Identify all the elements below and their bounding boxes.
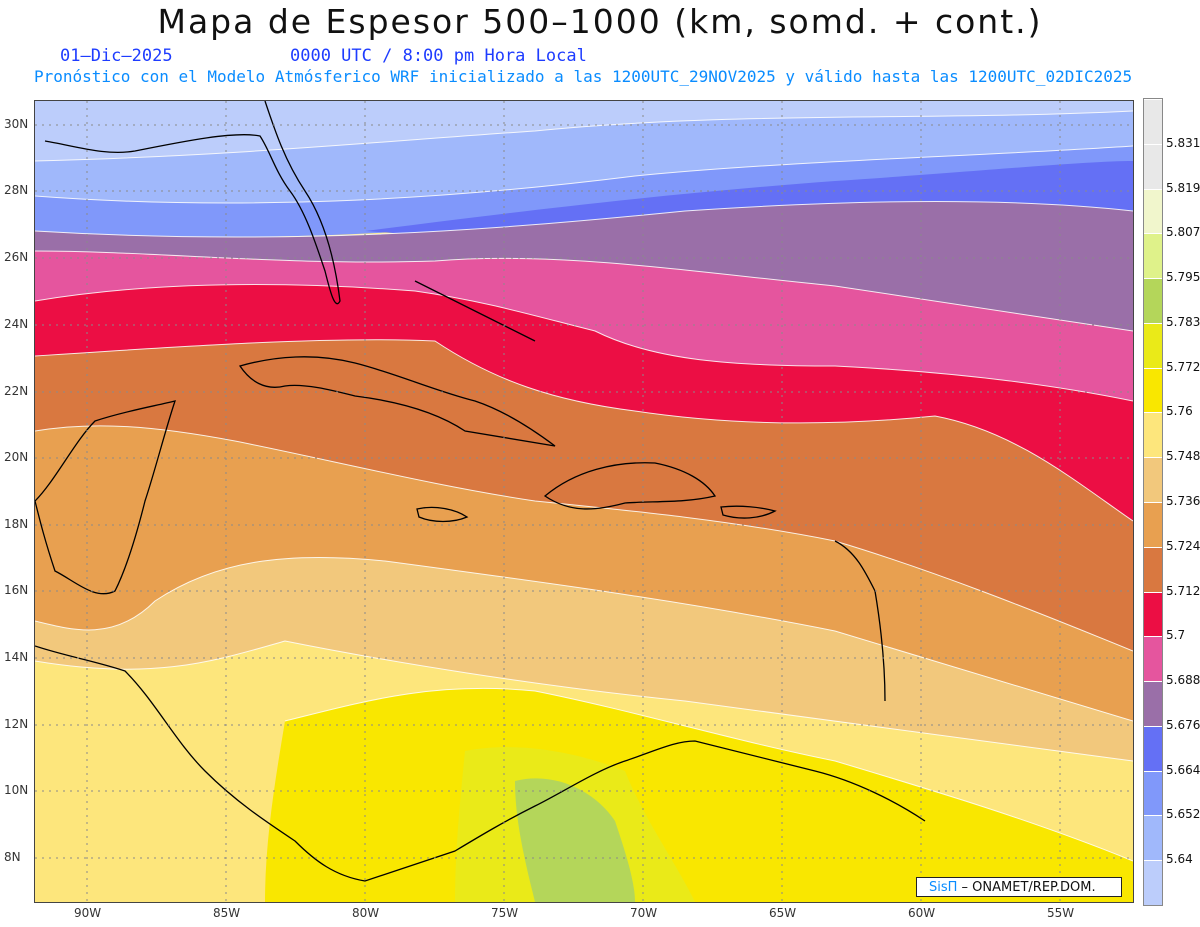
lon-label-80w: 80W bbox=[352, 906, 380, 920]
colorbar-swatch bbox=[1144, 233, 1162, 279]
colorbar-swatch bbox=[1144, 412, 1162, 458]
colorbar-label: 5.76 bbox=[1166, 404, 1193, 419]
colorbar-label: 5.795 bbox=[1166, 270, 1200, 285]
band-5.712 bbox=[35, 339, 1133, 651]
lat-label-10n: 10N bbox=[4, 783, 29, 797]
colorbar-label: 5.7 bbox=[1166, 628, 1186, 643]
grid-lines bbox=[35, 101, 1133, 902]
forecast-description: Pronóstico con el Modelo Atmósferico WRF… bbox=[34, 67, 1133, 86]
colorbar-swatch bbox=[1144, 546, 1162, 592]
lat-label-24n: 24N bbox=[4, 317, 29, 331]
band-5.652 bbox=[35, 111, 1133, 204]
band-5.724 bbox=[35, 425, 1133, 721]
colorbar-swatch bbox=[1144, 457, 1162, 502]
lat-label-28n: 28N bbox=[4, 183, 29, 197]
lon-label-75w: 75W bbox=[491, 906, 519, 920]
lon-label-60w: 60W bbox=[908, 906, 936, 920]
hispaniola-coast bbox=[543, 462, 717, 510]
florida-coast bbox=[44, 101, 341, 305]
colorbar-swatch bbox=[1144, 188, 1162, 234]
bahamas bbox=[414, 280, 536, 342]
lat-label-18n: 18N bbox=[4, 517, 29, 531]
yucatan-coast bbox=[35, 400, 176, 595]
colorbar-swatch bbox=[1144, 636, 1162, 682]
puerto-rico-coast bbox=[720, 505, 777, 519]
colorbar-swatch bbox=[1144, 98, 1162, 144]
map-canvas bbox=[35, 101, 1133, 902]
cuba-coast bbox=[238, 356, 556, 447]
lat-label-26n: 26N bbox=[4, 250, 29, 264]
credit-org: – ONAMET/REP.DOM. bbox=[957, 880, 1096, 895]
band-5.7 bbox=[35, 284, 1133, 521]
colorbar-swatch bbox=[1144, 278, 1162, 323]
colorbar-label: 5.819 bbox=[1166, 180, 1200, 195]
lon-label-70w: 70W bbox=[630, 906, 658, 920]
lat-label-20n: 20N bbox=[4, 450, 29, 464]
jamaica-coast bbox=[416, 506, 469, 523]
band-5.64 bbox=[35, 101, 1133, 161]
lat-label-30n: 30N bbox=[4, 117, 29, 131]
band-5.676 bbox=[35, 201, 1133, 331]
time-label: 0000 UTC / 8:00 pm Hora Local bbox=[290, 46, 587, 66]
lat-label-12n: 12N bbox=[4, 717, 29, 731]
lat-label-16n: 16N bbox=[4, 583, 29, 597]
colorbar-label: 5.688 bbox=[1166, 673, 1200, 688]
colorbar-label: 5.736 bbox=[1166, 494, 1200, 508]
date-label: 01–Dic–2025 bbox=[60, 46, 173, 66]
lat-label-14n: 14N bbox=[4, 650, 29, 664]
colorbar-label: 5.772 bbox=[1166, 359, 1200, 374]
lon-label-65w: 65W bbox=[769, 906, 797, 920]
map-title: Mapa de Espesor 500–1000 (km, somd. + co… bbox=[157, 2, 1043, 41]
colorbar-label: 5.807 bbox=[1166, 225, 1200, 240]
band-5.736 bbox=[35, 557, 1133, 761]
colorbar-swatch bbox=[1144, 501, 1162, 547]
colorbar-label: 5.724 bbox=[1166, 538, 1200, 553]
band-5.688 bbox=[35, 251, 1133, 401]
thickness-map bbox=[34, 100, 1134, 903]
colorbar-swatch bbox=[1144, 860, 1162, 905]
colorbar-swatch bbox=[1144, 815, 1162, 861]
band-5.795 bbox=[515, 778, 635, 902]
colorbar-label: 5.664 bbox=[1166, 762, 1200, 777]
colorbar-label: 5.831 bbox=[1166, 135, 1200, 150]
lat-label-22n: 22N bbox=[4, 384, 29, 398]
contour-lines bbox=[35, 110, 1133, 862]
colorbar-swatch bbox=[1144, 591, 1162, 637]
colorbar-label: 5.676 bbox=[1166, 717, 1200, 732]
colorbar-swatch bbox=[1144, 681, 1162, 726]
credit-brand: SisΠ bbox=[929, 880, 958, 895]
colorbar-label: 5.748 bbox=[1166, 449, 1200, 464]
colorbar-swatch bbox=[1144, 367, 1162, 413]
lon-label-55w: 55W bbox=[1047, 906, 1075, 920]
lon-label-90w: 90W bbox=[74, 906, 102, 920]
colorbar-swatch bbox=[1144, 770, 1162, 816]
band-5.664 bbox=[35, 146, 1133, 237]
lat-label-8n: 8N bbox=[4, 850, 21, 864]
credit-box: SisΠ – ONAMET/REP.DOM. bbox=[916, 877, 1122, 897]
colorbar-swatch bbox=[1144, 322, 1162, 368]
central-america-coast bbox=[35, 645, 926, 882]
colorbar-swatch bbox=[1144, 725, 1162, 771]
colorbar-swatch bbox=[1144, 143, 1162, 189]
colorbar-label: 5.652 bbox=[1166, 807, 1200, 822]
colorbar-label: 5.783 bbox=[1166, 314, 1200, 329]
colorbar-label: 5.712 bbox=[1166, 583, 1200, 598]
colorbar-label: 5.64 bbox=[1166, 852, 1193, 867]
colorbar bbox=[1143, 98, 1163, 906]
lon-label-85w: 85W bbox=[213, 906, 241, 920]
